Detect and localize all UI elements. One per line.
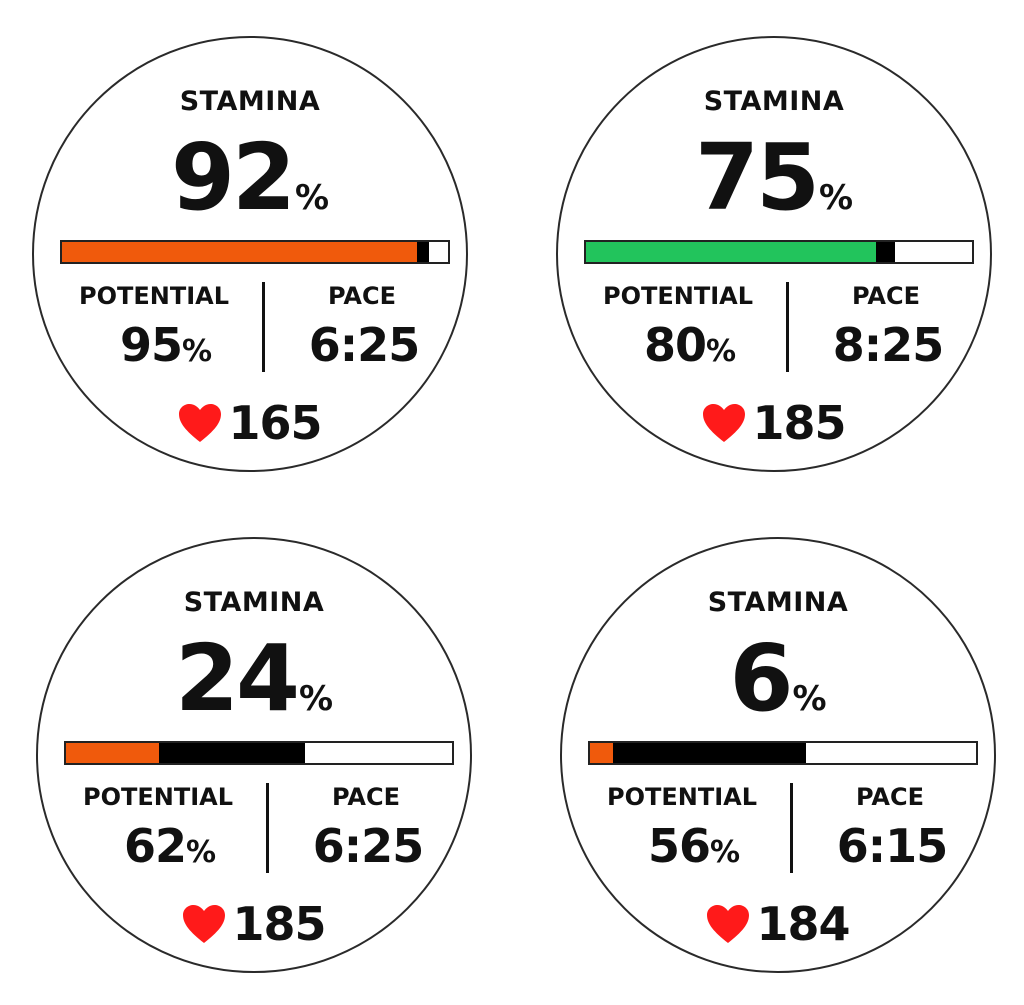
stamina-value: 75 <box>694 124 820 231</box>
stamina-bar <box>60 240 450 264</box>
stamina-bar-fill <box>590 743 614 763</box>
heart-rate-value: 185 <box>752 396 846 450</box>
stamina-bar <box>64 741 454 765</box>
stamina-watch-face: STAMINA 75% POTENTIAL PACE 80% 8:25 185 <box>556 36 992 472</box>
pace-value: 6:25 <box>312 819 424 873</box>
potential-value: 62 <box>123 819 187 873</box>
potential-value: 95 <box>119 318 183 372</box>
potential-label: POTENTIAL <box>82 783 233 811</box>
stamina-title: STAMINA <box>179 86 321 117</box>
potential-bar-fill <box>590 743 807 763</box>
stamina-unit: % <box>818 178 854 218</box>
heart-rate-value: 165 <box>228 396 322 450</box>
stamina-bar-fill <box>586 242 876 262</box>
stamina-readout: 6% <box>562 629 994 729</box>
stamina-unit: % <box>294 178 330 218</box>
heart-rate-readout: 185 <box>558 396 990 450</box>
heart-rate-value: 185 <box>232 897 326 951</box>
stamina-watch-face: STAMINA 24% POTENTIAL PACE 62% 6:25 185 <box>36 537 472 973</box>
stamina-readout: 92% <box>34 128 466 228</box>
stamina-title: STAMINA <box>707 587 849 618</box>
stamina-watch-face: STAMINA 6% POTENTIAL PACE 56% 6:15 184 <box>560 537 996 973</box>
stamina-bar-fill <box>66 743 159 763</box>
stamina-watch-face: STAMINA 92% POTENTIAL PACE 95% 6:25 165 <box>32 36 468 472</box>
heart-rate-readout: 165 <box>34 396 466 450</box>
heart-icon <box>179 404 222 442</box>
potential-readout: 95% <box>76 318 256 372</box>
divider <box>262 282 265 372</box>
divider <box>266 783 269 873</box>
heart-rate-readout: 184 <box>562 897 994 951</box>
pace-label: PACE <box>856 783 924 811</box>
stamina-value: 92 <box>170 124 296 231</box>
stamina-unit: % <box>792 679 827 719</box>
stamina-readout: 24% <box>38 629 470 729</box>
stamina-bar <box>588 741 978 765</box>
potential-label: POTENTIAL <box>78 282 229 310</box>
potential-unit: % <box>181 334 213 369</box>
potential-readout: 80% <box>600 318 780 372</box>
potential-readout: 62% <box>80 819 260 873</box>
potential-label: POTENTIAL <box>606 783 757 811</box>
pace-label: PACE <box>332 783 400 811</box>
heart-rate-value: 184 <box>756 897 850 951</box>
pace-value: 6:15 <box>836 819 948 873</box>
potential-value: 56 <box>647 819 711 873</box>
potential-readout: 56% <box>604 819 784 873</box>
stamina-unit: % <box>298 679 334 719</box>
pace-readout: 8:25 <box>798 318 978 372</box>
stamina-title: STAMINA <box>703 86 845 117</box>
stamina-readout: 75% <box>558 128 990 228</box>
potential-unit: % <box>705 334 737 369</box>
divider <box>790 783 793 873</box>
heart-rate-readout: 185 <box>38 897 470 951</box>
divider <box>786 282 789 372</box>
heart-icon <box>703 404 746 442</box>
potential-label: POTENTIAL <box>602 282 753 310</box>
heart-icon <box>183 905 226 943</box>
pace-readout: 6:25 <box>274 318 454 372</box>
potential-unit: % <box>185 835 217 870</box>
stamina-bar <box>584 240 974 264</box>
potential-unit: % <box>709 835 741 870</box>
stamina-value: 6 <box>729 625 793 732</box>
pace-readout: 6:25 <box>278 819 458 873</box>
pace-value: 8:25 <box>832 318 944 372</box>
pace-label: PACE <box>852 282 920 310</box>
pace-value: 6:25 <box>308 318 420 372</box>
stamina-bar-fill <box>62 242 418 262</box>
pace-readout: 6:15 <box>802 819 982 873</box>
pace-label: PACE <box>328 282 396 310</box>
stamina-title: STAMINA <box>183 587 325 618</box>
stamina-value: 24 <box>174 625 300 732</box>
potential-value: 80 <box>643 318 707 372</box>
heart-icon <box>707 905 750 943</box>
